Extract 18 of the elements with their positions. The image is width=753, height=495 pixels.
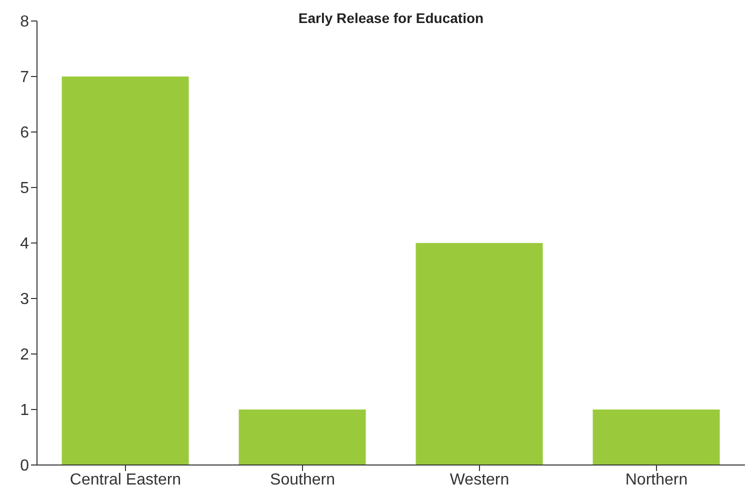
x-tick-label: Western (450, 471, 510, 488)
y-tick-label: 0 (20, 458, 30, 475)
bar (416, 243, 543, 465)
y-tick-label: 8 (20, 14, 30, 31)
y-tick-label: 1 (20, 402, 30, 420)
x-tick-label: Southern (270, 471, 335, 488)
y-tick-label: 6 (20, 124, 30, 142)
bar (62, 76, 189, 465)
bar (238, 410, 366, 465)
y-tick-label: 7 (20, 69, 30, 86)
chart-title: Early Release for Education (297, 10, 485, 26)
y-tick-label: 2 (20, 346, 30, 364)
y-tick-label: 4 (20, 236, 30, 253)
bar (592, 410, 720, 465)
y-tick-label: 3 (20, 291, 30, 308)
y-tick-label: 5 (20, 180, 30, 198)
x-tick-label: Northern (625, 471, 688, 488)
x-tick-label: Central Eastern (70, 471, 182, 488)
